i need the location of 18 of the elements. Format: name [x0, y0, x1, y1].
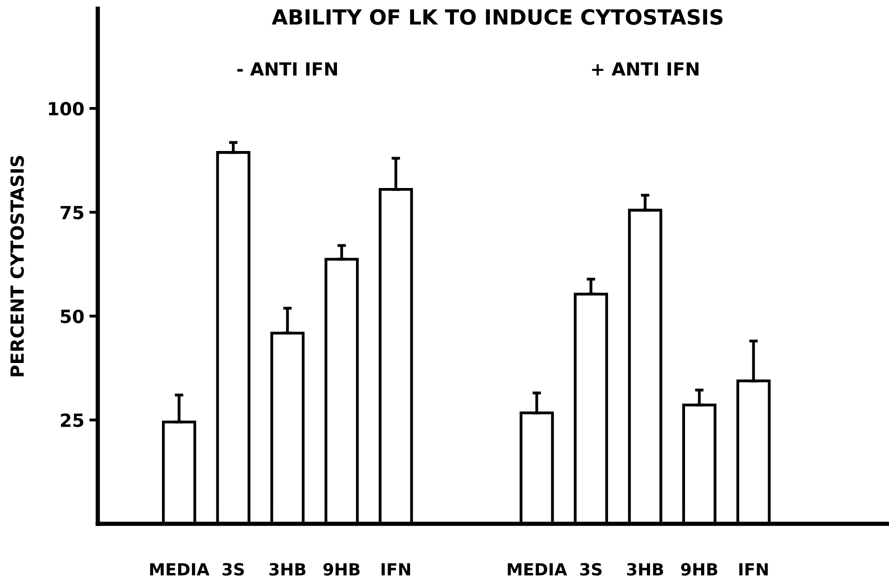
y-axis-title: PERCENT CYTOSTASIS: [10, 156, 24, 376]
x-tick-label: 3S: [222, 562, 244, 576]
x-tick-label: MEDIA: [150, 563, 210, 576]
y-tick-label: 25: [60, 413, 84, 428]
x-tick-label: IFN: [382, 563, 410, 576]
y-tick-label: 100: [48, 102, 84, 116]
x-tick-label: 3HB: [627, 562, 664, 576]
x-tick-label: 3HB: [269, 562, 306, 576]
y-tick-label: 50: [60, 310, 84, 324]
x-tick-label: MEDIA: [508, 563, 568, 576]
annotation: - ANTI IFN: [237, 62, 337, 76]
x-tick-label: 9HB: [681, 563, 718, 576]
x-tick-label: IFN: [739, 563, 768, 576]
chart-title: ABILITY OF LK TO INDUCE CYTOSTASIS: [272, 9, 722, 25]
annotation: + ANTI IFN: [592, 62, 698, 76]
y-tick-label: 75: [60, 206, 84, 220]
x-tick-label: 9HB: [323, 563, 360, 576]
x-tick-label: 3S: [580, 562, 602, 576]
